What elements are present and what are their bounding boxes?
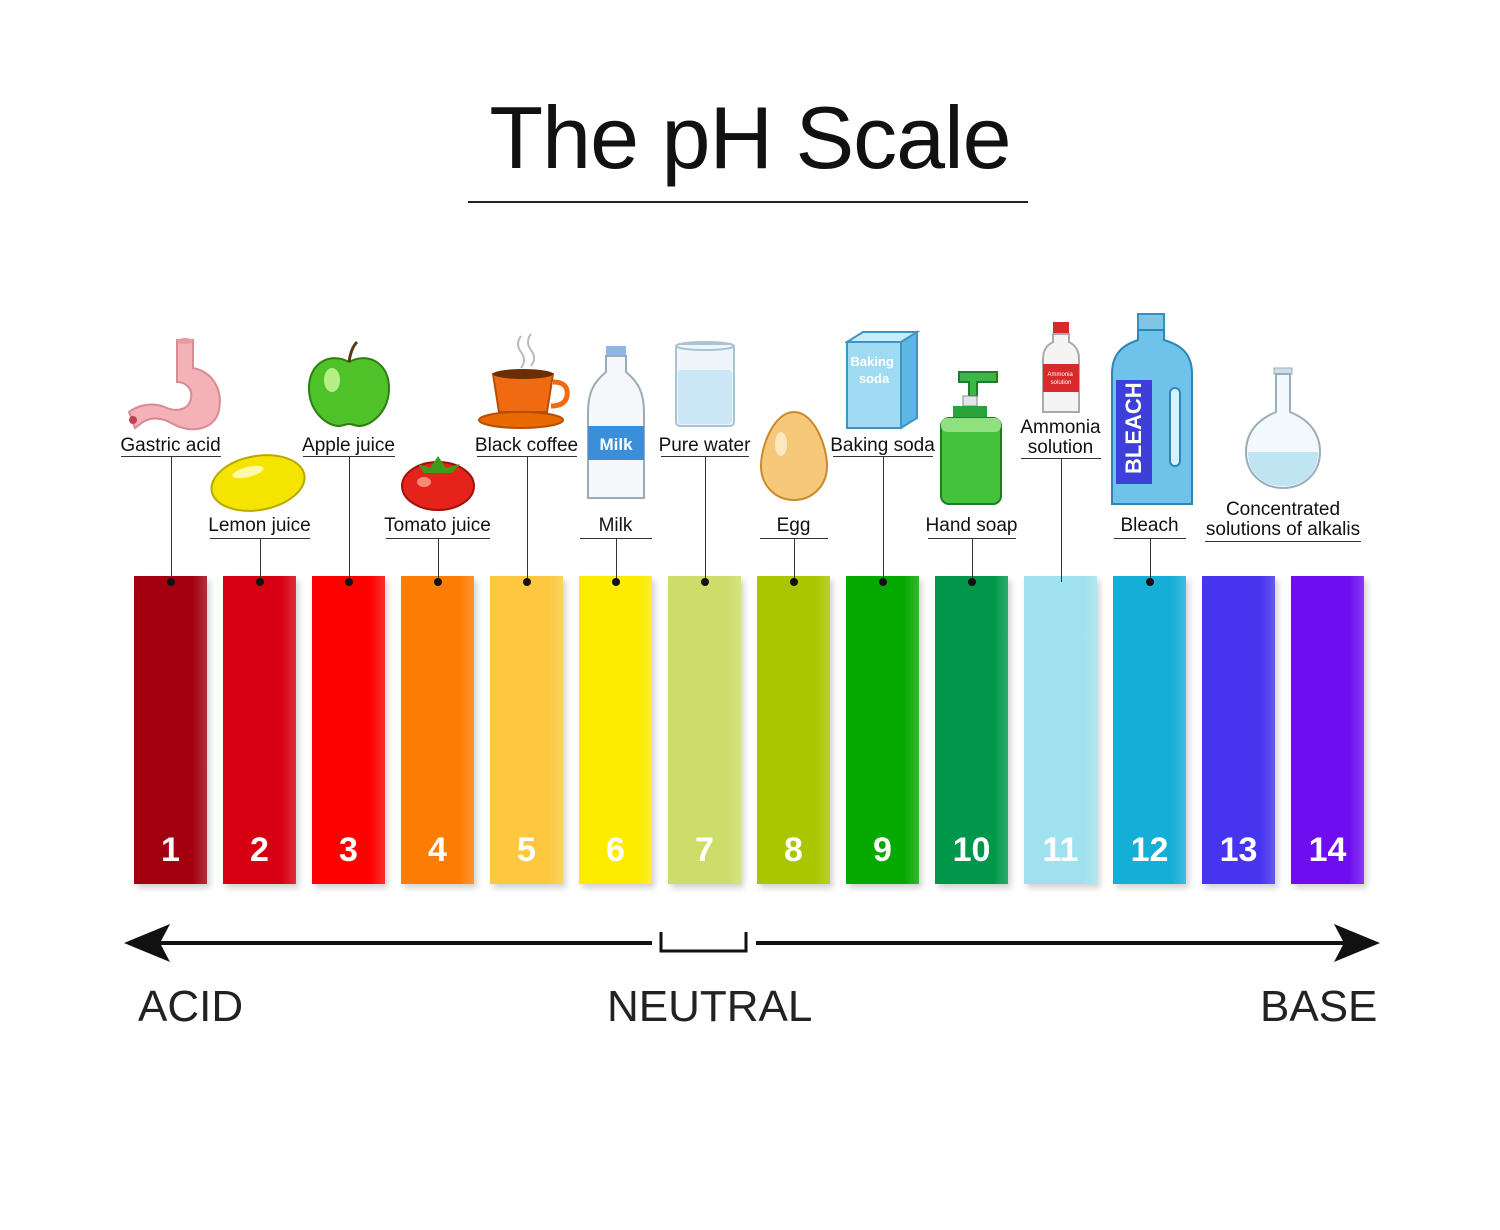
ph-strip-8: 8 [757, 576, 830, 884]
substance-label: Apple juice [302, 435, 395, 456]
ph-number: 3 [339, 831, 358, 869]
ph-strip-2: 2 [223, 576, 296, 884]
ammonia-text-line-2: solution [1050, 380, 1071, 386]
pointer-dot [878, 578, 887, 586]
ph-strip-9: 9 [846, 576, 919, 884]
substance-label: Egg [776, 515, 811, 536]
pointer-dot [344, 578, 353, 586]
egg-icon [759, 410, 829, 507]
lemon-icon [208, 452, 308, 519]
pointer-dot [522, 578, 531, 586]
ph-number: 12 [1130, 831, 1169, 869]
water-glass-icon [670, 340, 740, 435]
milk-text: Milk [599, 435, 633, 454]
pointer-dot [166, 578, 175, 586]
title-underline [468, 201, 1028, 203]
label-underline [1205, 541, 1361, 542]
ph-number: 1 [161, 831, 180, 869]
ph-number: 6 [606, 831, 625, 869]
pointer-dot [700, 578, 709, 586]
pointer-line [1149, 538, 1151, 582]
ph-number: 10 [952, 831, 991, 869]
ph-number: 2 [250, 831, 269, 869]
pointer-line [704, 456, 706, 582]
tomato-icon [398, 448, 478, 517]
pointer-line [793, 538, 795, 582]
baking-soda-text: Baking soda [850, 354, 897, 386]
pointer-line [259, 538, 261, 582]
ph-number: 11 [1042, 831, 1079, 869]
ph-strip-10: 10 [935, 576, 1008, 884]
acid-label: ACID [138, 982, 244, 1031]
pointer-dot [967, 578, 976, 586]
pointer-line [437, 538, 439, 582]
substance-label: Pure water [658, 435, 751, 456]
substance-label: Tomato juice [384, 515, 491, 536]
ph-number: 13 [1219, 831, 1258, 869]
soap-dispenser-icon [937, 368, 1007, 513]
substance-label: Gastric acid [120, 435, 221, 456]
pointer-line [170, 456, 172, 582]
pointer-dot [611, 578, 620, 586]
ph-strip-7: 7 [668, 576, 741, 884]
pointer-dot [433, 578, 442, 586]
substance-label: Concentrated solutions of alkalis [1205, 499, 1361, 540]
substance-label: Black coffee [474, 435, 579, 456]
substance-label: Bleach [1120, 515, 1179, 536]
pointer-line [526, 456, 528, 582]
pointer-line [882, 456, 884, 582]
page-title: The pH Scale [489, 88, 1011, 187]
milk-bottle-icon: Milk [586, 344, 646, 509]
ph-strip-6: 6 [579, 576, 652, 884]
neutral-label: NEUTRAL [607, 982, 813, 1031]
pointer-line [615, 538, 617, 582]
stomach-icon [119, 336, 229, 441]
pointer-dot [255, 578, 264, 586]
ph-number: 14 [1308, 831, 1347, 869]
ph-strip-1: 1 [134, 576, 207, 884]
coffee-cup-icon [477, 330, 577, 435]
pointer-line [1060, 458, 1062, 582]
baking-soda-text-line-2: soda [858, 371, 889, 386]
pointer-dot [789, 578, 798, 586]
ammonia-text-line-1: Ammonia [1047, 372, 1073, 378]
apple-icon [304, 340, 394, 435]
ph-strip-12: 12 [1113, 576, 1186, 884]
ph-number: 5 [517, 831, 536, 869]
ammonia-text: Ammonia solution [1047, 372, 1074, 386]
substance-label: Baking soda [830, 435, 935, 456]
base-label: BASE [1260, 982, 1378, 1031]
ph-strip-11: 11 [1024, 576, 1097, 884]
ammonia-bottle-icon: Ammonia solution [1041, 320, 1081, 419]
ph-number: 4 [428, 831, 447, 869]
baking-soda-text-line-1: Baking [850, 354, 893, 369]
ph-strip-4: 4 [401, 576, 474, 884]
pointer-line [971, 538, 973, 582]
ph-number: 9 [873, 831, 892, 869]
substance-label: Ammonia solution [1020, 417, 1101, 458]
ph-strip-13: 13 [1202, 576, 1275, 884]
bleach-bottle-icon: BLEACH [1110, 312, 1194, 513]
bleach-text: BLEACH [1121, 382, 1146, 474]
ph-number: 7 [695, 831, 714, 869]
ph-strip-5: 5 [490, 576, 563, 884]
substance-label: Hand soap [925, 515, 1018, 536]
flask-icon [1243, 366, 1323, 495]
ph-number: 8 [784, 831, 803, 869]
substance-label: Lemon juice [208, 515, 311, 536]
substance-label: Milk [598, 515, 633, 536]
ph-strip-3: 3 [312, 576, 385, 884]
pointer-line [348, 456, 350, 582]
baking-soda-box-icon: Baking soda [843, 330, 921, 435]
ph-strip-14: 14 [1291, 576, 1364, 884]
pointer-dot [1145, 578, 1154, 586]
